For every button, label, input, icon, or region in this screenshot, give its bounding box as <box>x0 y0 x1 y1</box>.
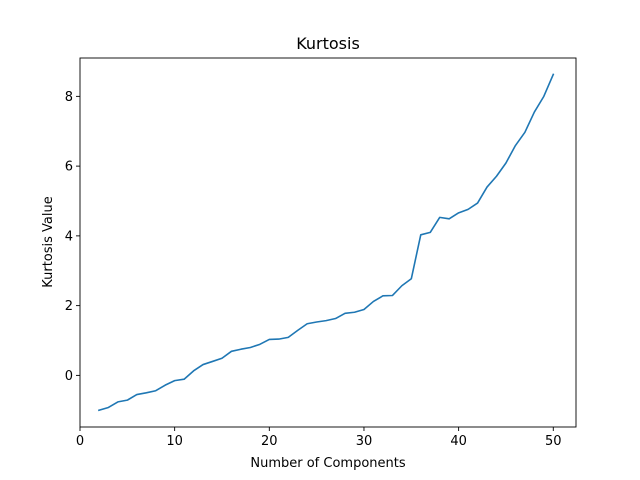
y-tick-label: 2 <box>65 299 73 314</box>
x-axis-label: Number of Components <box>250 456 405 471</box>
plot-area: 0 10 20 30 40 50 0 2 4 6 8 <box>65 57 577 449</box>
y-tick-label: 0 <box>65 369 73 384</box>
x-tick-label: 20 <box>261 434 278 449</box>
x-tick-label: 10 <box>166 434 183 449</box>
x-tick-label: 50 <box>545 434 562 449</box>
y-tick-label: 8 <box>65 90 73 105</box>
series-line <box>97 73 555 412</box>
plot-frame <box>79 57 577 428</box>
y-tick-label: 4 <box>65 229 73 244</box>
x-tick-label: 0 <box>76 434 84 449</box>
chart-title: Kurtosis <box>296 34 360 53</box>
y-tick-label: 6 <box>65 160 73 175</box>
x-tick-label: 40 <box>450 434 467 449</box>
x-tick-label: 30 <box>356 434 373 449</box>
y-axis-label: Kurtosis Value <box>41 196 56 288</box>
